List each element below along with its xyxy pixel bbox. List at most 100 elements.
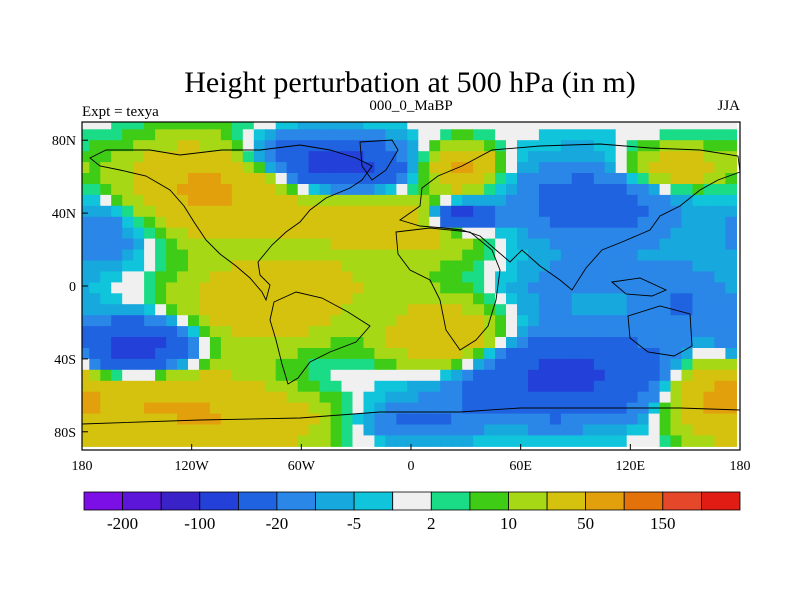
field-cell (363, 249, 376, 262)
field-cell (231, 402, 244, 415)
field-cell (615, 369, 628, 382)
field-cell (571, 205, 584, 218)
field-cell (484, 380, 496, 393)
field-cell (571, 391, 584, 404)
field-cell (166, 122, 178, 130)
field-cell (188, 326, 200, 338)
field-cell (429, 413, 441, 426)
field-cell (286, 424, 299, 436)
field-cell (330, 151, 343, 163)
field-cell (473, 424, 485, 436)
field-cell (385, 391, 397, 404)
field-cell (275, 304, 288, 316)
field-cell (166, 348, 178, 360)
field-cell (714, 326, 726, 338)
field-cell (538, 435, 551, 447)
field-cell (111, 140, 123, 152)
field-cell (253, 260, 266, 272)
field-cell (484, 304, 496, 316)
field-cell (341, 271, 354, 283)
field-cell (166, 282, 178, 294)
field-cell (440, 424, 452, 436)
field-cell (517, 348, 529, 360)
field-cell (714, 238, 726, 251)
field-cell (264, 435, 277, 447)
field-cell (418, 369, 430, 382)
field-cell (604, 348, 617, 360)
field-cell (111, 271, 123, 283)
field-cell (714, 194, 726, 207)
field-cell (418, 227, 430, 240)
field-cell (330, 413, 343, 426)
field-cell (297, 326, 310, 338)
field-cell (648, 282, 661, 294)
field-cell (506, 282, 518, 294)
field-cell (473, 293, 485, 305)
field-cell (330, 369, 343, 382)
coastline-greenland (359, 139, 399, 181)
field-cell (363, 194, 376, 207)
field-cell (341, 402, 354, 415)
field-cell (560, 129, 573, 141)
field-cell (571, 227, 584, 240)
field-cell (549, 260, 562, 272)
field-cell (571, 337, 584, 349)
field-cell (538, 249, 551, 262)
field-cell (626, 358, 639, 371)
field-cell (429, 238, 441, 251)
field-cell (155, 337, 167, 349)
field-cell (604, 337, 617, 349)
field-cell (670, 358, 683, 371)
field-cell (615, 194, 628, 207)
field-cell (188, 413, 200, 426)
field-cell (571, 369, 584, 382)
field-cell (166, 129, 178, 141)
field-cell (407, 369, 419, 382)
field-cell (220, 293, 233, 305)
colorbar-swatch (701, 491, 741, 511)
field-cell (725, 260, 737, 272)
field-cell (111, 380, 123, 393)
field-cell (286, 184, 299, 196)
field-cell (297, 122, 310, 130)
field-cell (571, 282, 584, 294)
field-cell (670, 348, 683, 360)
field-cell (209, 151, 222, 163)
field-cell (122, 358, 134, 371)
field-cell (626, 216, 639, 229)
field-cell (692, 260, 705, 272)
field-cell (308, 151, 321, 163)
field-cell (659, 315, 672, 327)
field-cell (82, 122, 90, 130)
field-cell (604, 205, 617, 218)
field-cell (308, 315, 321, 327)
field-cell (615, 249, 628, 262)
field-cell (462, 304, 474, 316)
field-cell (385, 140, 397, 152)
field-cell (725, 348, 737, 360)
field-cell (560, 271, 573, 283)
field-cell (199, 402, 211, 415)
field-cell (615, 184, 628, 196)
field-cell (177, 151, 189, 163)
field-cell (122, 173, 134, 185)
field-cell (297, 282, 310, 294)
field-cell (374, 260, 386, 272)
field-cell (560, 260, 573, 272)
x-tick-label: 60W (288, 459, 316, 474)
field-cell (714, 369, 726, 382)
field-cell (188, 293, 200, 305)
field-cell (615, 227, 628, 240)
field-cell (231, 326, 244, 338)
field-cell (626, 369, 639, 382)
field-cell (264, 122, 277, 130)
field-cell (330, 173, 343, 185)
field-cell (560, 227, 573, 240)
field-cell (133, 173, 145, 185)
field-cell (692, 184, 705, 196)
field-cell (440, 249, 452, 262)
field-cell (462, 348, 474, 360)
field-cell (297, 227, 310, 240)
field-cell (122, 348, 134, 360)
field-cell (231, 194, 244, 207)
